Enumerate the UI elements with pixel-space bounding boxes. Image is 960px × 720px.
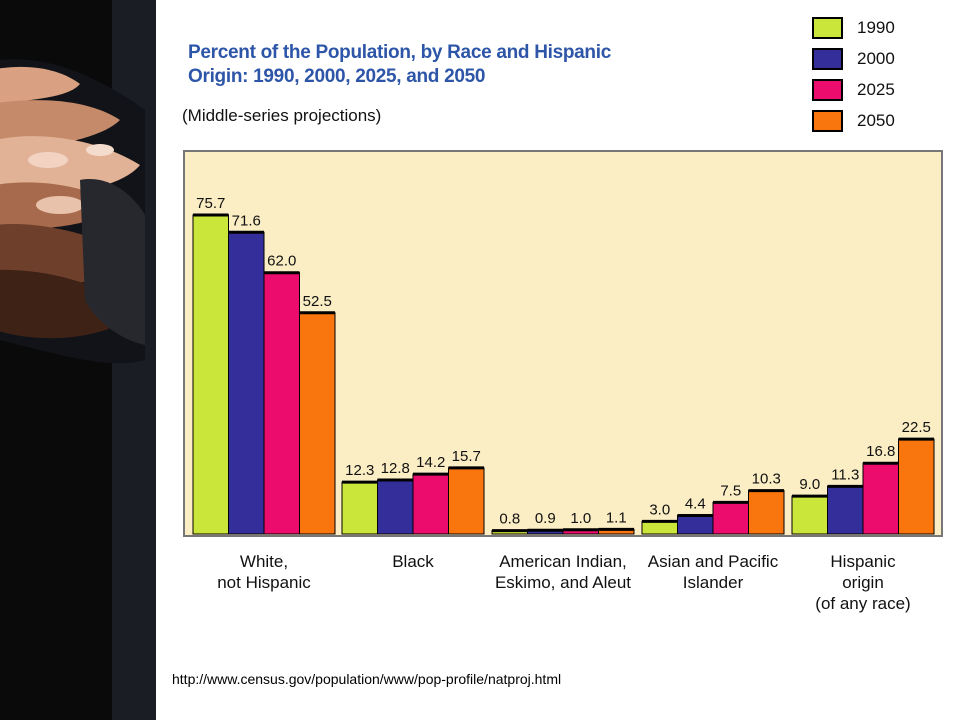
data-label-1990-0: 75.7 — [196, 195, 225, 212]
stacked-hands-image — [0, 0, 156, 720]
legend-label-2025: 2025 — [857, 79, 895, 99]
bar-1990-1 — [341, 481, 378, 535]
legend-label-2050: 2050 — [857, 110, 895, 130]
bar-2025-1 — [412, 473, 449, 535]
bar-2025-3 — [712, 501, 749, 535]
bar-1990-4 — [791, 495, 828, 535]
bar-2000-1 — [377, 479, 414, 535]
legend-swatch-1990 — [812, 16, 843, 39]
data-label-2000-4: 11.3 — [831, 466, 859, 483]
category-label-2-line-0: American Indian, — [499, 552, 627, 571]
category-label-0-line-0: White, — [240, 552, 288, 571]
bar-2050-0 — [299, 312, 336, 535]
legend-swatch-2025 — [812, 78, 843, 101]
legend-label-2000: 2000 — [857, 48, 895, 68]
category-label-0-line-1: not Hispanic — [217, 573, 311, 592]
chart-title-line-1: Percent of the Population, by Race and H… — [188, 42, 611, 63]
chart-subtitle: (Middle-series projections) — [182, 106, 382, 125]
category-label-3-line-0: Asian and Pacific — [648, 552, 779, 571]
data-label-2000-1: 12.8 — [381, 460, 410, 477]
bar-1990-3 — [641, 520, 678, 535]
data-label-1990-3: 3.0 — [649, 501, 670, 518]
data-label-2000-0: 71.6 — [232, 212, 261, 229]
data-label-2050-1: 15.7 — [452, 448, 481, 465]
data-label-2025-3: 7.5 — [720, 482, 741, 499]
data-label-1990-4: 9.0 — [799, 476, 820, 493]
category-label-2-line-1: Eskimo, and Aleut — [495, 573, 631, 592]
data-label-2050-3: 10.3 — [752, 471, 781, 488]
bar-2025-4 — [862, 462, 899, 535]
category-label-1-line-0: Black — [392, 552, 434, 571]
bar-2000-3 — [677, 514, 714, 535]
bar-2000-0 — [228, 231, 265, 535]
category-label-3-line-1: Islander — [683, 573, 744, 592]
legend-item-2025: 2025 — [812, 74, 902, 105]
bar-2025-0 — [263, 272, 300, 535]
bar-2000-4 — [827, 485, 864, 535]
data-label-2050-4: 22.5 — [902, 419, 931, 436]
data-label-2025-0: 62.0 — [267, 253, 296, 270]
stacked-hands-photo — [0, 0, 156, 720]
bar-2050-3 — [748, 490, 785, 535]
legend-label-1990: 1990 — [857, 17, 895, 37]
data-label-2025-2: 1.0 — [570, 510, 591, 527]
legend-item-2050: 2050 — [812, 105, 902, 136]
bar-2050-4 — [898, 438, 935, 535]
source-url[interactable]: http://www.census.gov/population/www/pop… — [172, 671, 562, 687]
category-label-4-line-1: origin — [842, 573, 884, 592]
legend-item-1990: 1990 — [812, 12, 902, 43]
data-label-2000-2: 0.9 — [535, 510, 556, 527]
data-label-1990-1: 12.3 — [345, 462, 374, 479]
data-label-2000-3: 4.4 — [685, 495, 706, 512]
data-label-1990-2: 0.8 — [499, 511, 520, 528]
bar-2050-1 — [448, 467, 485, 535]
data-label-2050-0: 52.5 — [303, 293, 332, 310]
legend-item-2000: 2000 — [812, 43, 902, 74]
bar-1990-0 — [192, 214, 229, 535]
data-label-2025-1: 14.2 — [416, 454, 445, 471]
chart-title-line-2: Origin: 1990, 2000, 2025, and 2050 — [188, 66, 486, 87]
legend-swatch-2000 — [812, 47, 843, 70]
data-label-2025-4: 16.8 — [866, 443, 895, 460]
legend-swatch-2050 — [812, 109, 843, 132]
data-label-2050-2: 1.1 — [606, 509, 627, 526]
chart-title: Percent of the Population, by Race and H… — [188, 41, 611, 89]
category-label-4-line-2: (of any race) — [815, 594, 910, 613]
chart-legend: 1990 2000 2025 2050 — [812, 12, 902, 136]
category-label-4-line-0: Hispanic — [830, 552, 896, 571]
